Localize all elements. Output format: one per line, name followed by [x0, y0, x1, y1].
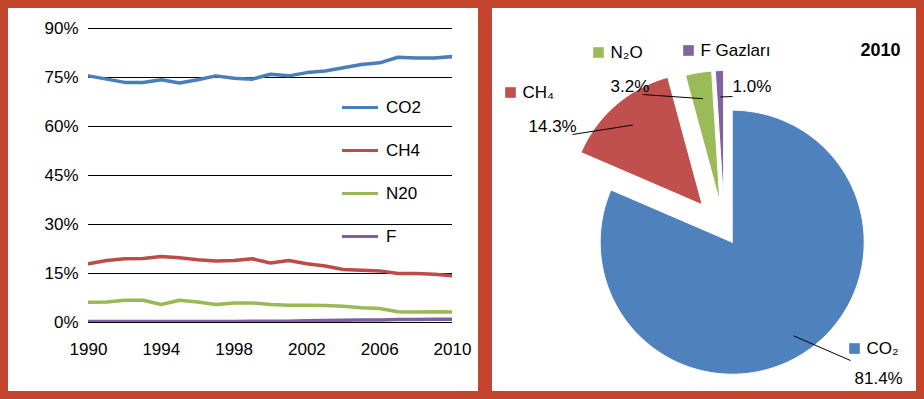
svg-text:N₂O: N₂O [611, 43, 643, 62]
svg-text:0%: 0% [54, 313, 79, 332]
svg-text:1.0%: 1.0% [733, 77, 772, 96]
html-text:N20: N20 [386, 183, 418, 203]
svg-text:CO₂: CO₂ [867, 339, 899, 358]
svg-text:30%: 30% [44, 215, 78, 234]
svg-text:14.3%: 14.3% [529, 117, 577, 136]
svg-text:1998: 1998 [215, 340, 253, 359]
svg-text:2002: 2002 [288, 340, 326, 359]
svg-text:2006: 2006 [361, 340, 399, 359]
html-text:CO2: CO2 [386, 97, 421, 117]
html-text:F: F [386, 226, 397, 246]
svg-text:75%: 75% [44, 68, 78, 87]
svg-text:45%: 45% [44, 166, 78, 185]
svg-text:CH₄: CH₄ [523, 83, 555, 102]
svg-text:81.4%: 81.4% [855, 369, 903, 388]
html-text:CH4: CH4 [386, 140, 420, 160]
svg-text:F Gazları: F Gazları [701, 41, 771, 60]
svg-text:1990: 1990 [70, 340, 108, 359]
svg-text:60%: 60% [44, 117, 78, 136]
svg-text:1994: 1994 [142, 340, 180, 359]
svg-text:15%: 15% [44, 264, 78, 283]
svg-text:90%: 90% [44, 19, 78, 38]
svg-text:3.2%: 3.2% [611, 77, 650, 96]
svg-text:2010: 2010 [434, 340, 472, 359]
svg-text:2010: 2010 [860, 40, 900, 60]
